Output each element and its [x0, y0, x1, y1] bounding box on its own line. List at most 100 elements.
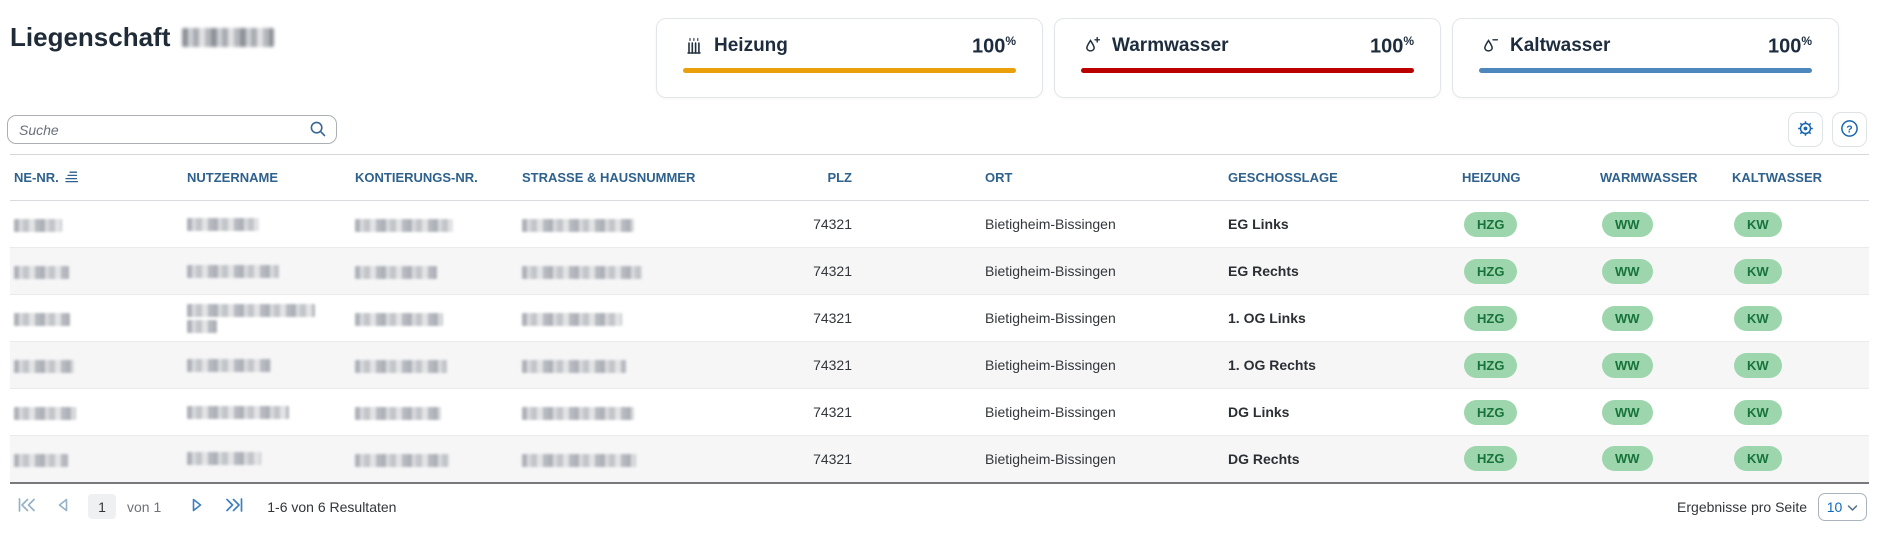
- table-row[interactable]: 74321 Bietigheim-Bissingen 1. OG Links H…: [10, 295, 1869, 342]
- card-label: Kaltwasser: [1510, 35, 1611, 57]
- column-header-ne-nr[interactable]: NE-NR.: [10, 154, 175, 201]
- column-header-plz[interactable]: PLZ: [726, 154, 985, 201]
- kaltwasser-cell: KW: [1732, 389, 1869, 436]
- column-header-geschosslage[interactable]: GESCHOSSLAGE: [1228, 154, 1462, 201]
- page-title: Liegenschaft: [10, 22, 275, 53]
- table-row[interactable]: 74321 Bietigheim-Bissingen DG Links HZG …: [10, 389, 1869, 436]
- ne-nr-cell-redacted: [10, 248, 175, 295]
- help-icon: ?: [1839, 118, 1860, 142]
- heizung-cell: HZG: [1462, 248, 1600, 295]
- table-row[interactable]: 74321 Bietigheim-Bissingen 1. OG Rechts …: [10, 341, 1869, 389]
- property-number-redacted: [182, 28, 275, 47]
- kaltwasser-status-badge: KW: [1734, 305, 1782, 331]
- help-button[interactable]: ?: [1832, 112, 1867, 147]
- heizung-status-badge: HZG: [1464, 305, 1518, 331]
- svg-text:?: ?: [1846, 123, 1852, 135]
- units-table: NE-NR. NUTZERNAME KONTIERUNGS-NR. STRASS…: [10, 154, 1869, 484]
- droplet-minus-icon: [1479, 35, 1501, 57]
- previous-page-icon: [56, 497, 70, 516]
- ort-cell: Bietigheim-Bissingen: [985, 263, 1116, 279]
- card-label: Warmwasser: [1112, 35, 1229, 57]
- column-header-warmwasser[interactable]: WARMWASSER: [1600, 154, 1732, 201]
- nutzername-cell-redacted: [175, 295, 343, 342]
- warmwasser-cell: WW: [1600, 342, 1732, 389]
- kontierungs-nr-cell-redacted: [343, 295, 510, 342]
- settings-button[interactable]: [1788, 112, 1823, 147]
- table-row[interactable]: 74321 Bietigheim-Bissingen EG Rechts HZG…: [10, 247, 1869, 295]
- plz-cell: 74321: [813, 263, 852, 279]
- ne-nr-cell-redacted: [10, 436, 175, 483]
- heizung-status-badge: HZG: [1464, 352, 1518, 378]
- table-header-row: NE-NR. NUTZERNAME KONTIERUNGS-NR. STRASS…: [10, 154, 1869, 201]
- heizung-cell: HZG: [1462, 436, 1600, 483]
- heizung-status-badge: HZG: [1464, 258, 1518, 284]
- pagination-bar: von 1 1-6 von 6 Resultaten Ergebnisse pr…: [0, 484, 1879, 530]
- column-header-heizung[interactable]: HEIZUNG: [1462, 154, 1600, 201]
- ne-nr-cell-redacted: [10, 295, 175, 342]
- plz-cell: 74321: [813, 216, 852, 232]
- warmwasser-cell: WW: [1600, 389, 1732, 436]
- column-label: NE-NR.: [14, 169, 59, 185]
- warmwasser-cell: WW: [1600, 248, 1732, 295]
- geschosslage-cell: 1. OG Rechts: [1228, 357, 1316, 373]
- top-bar: Liegenschaft Heizung 100%: [0, 0, 1879, 98]
- kaltwasser-status-badge: KW: [1734, 446, 1782, 472]
- warmwasser-status-badge: WW: [1602, 211, 1653, 237]
- search-input[interactable]: [7, 115, 337, 144]
- column-header-nutzername[interactable]: NUTZERNAME: [175, 154, 343, 201]
- card-progress-bar: [1479, 67, 1812, 73]
- first-page-button[interactable]: [14, 497, 38, 517]
- card-progress-bar: [1081, 67, 1414, 73]
- last-page-button[interactable]: [222, 497, 246, 517]
- geschosslage-cell: EG Rechts: [1228, 263, 1299, 279]
- ne-nr-cell-redacted: [10, 342, 175, 389]
- previous-page-button[interactable]: [51, 497, 75, 517]
- nutzername-cell-redacted: [175, 248, 343, 295]
- kaltwasser-cell: KW: [1732, 201, 1869, 248]
- kaltwasser-status-badge: KW: [1734, 258, 1782, 284]
- warmwasser-status-badge: WW: [1602, 399, 1653, 425]
- kontierungs-nr-cell-redacted: [343, 201, 510, 248]
- search-icon[interactable]: [307, 119, 329, 141]
- warmwasser-status-badge: WW: [1602, 352, 1653, 378]
- nutzername-cell-redacted: [175, 436, 343, 483]
- nutzername-cell-redacted: [175, 201, 343, 248]
- table-row[interactable]: 74321 Bietigheim-Bissingen EG Links HZG …: [10, 201, 1869, 248]
- next-page-icon: [190, 497, 204, 516]
- kaltwasser-status-badge: KW: [1734, 211, 1782, 237]
- plz-cell: 74321: [813, 310, 852, 326]
- warmwasser-cell: WW: [1600, 295, 1732, 342]
- page-count-label: von 1: [127, 498, 162, 515]
- table-toolbar: ?: [7, 112, 1867, 147]
- heizung-status-badge: HZG: [1464, 446, 1518, 472]
- column-header-strasse[interactable]: STRASSE & HAUSNUMMER: [510, 154, 726, 201]
- column-header-ort[interactable]: ORT: [985, 154, 1228, 201]
- card-value: 100%: [1767, 34, 1812, 58]
- kaltwasser-cell: KW: [1732, 436, 1869, 483]
- strasse-cell-redacted: [510, 342, 726, 389]
- card-kaltwasser[interactable]: Kaltwasser 100%: [1452, 18, 1839, 98]
- geschosslage-cell: DG Links: [1228, 404, 1290, 420]
- card-heizung[interactable]: Heizung 100%: [656, 18, 1043, 98]
- column-header-kaltwasser[interactable]: KALTWASSER: [1732, 154, 1869, 201]
- table-body: 74321 Bietigheim-Bissingen EG Links HZG …: [10, 201, 1869, 483]
- plz-cell: 74321: [813, 404, 852, 420]
- last-page-icon: [225, 497, 244, 516]
- kaltwasser-status-badge: KW: [1734, 352, 1782, 378]
- chevron-down-icon: [1847, 499, 1858, 515]
- table-row[interactable]: 74321 Bietigheim-Bissingen DG Rechts HZG…: [10, 435, 1869, 483]
- geschosslage-cell: EG Links: [1228, 216, 1289, 232]
- card-warmwasser[interactable]: Warmwasser 100%: [1054, 18, 1441, 98]
- heizung-status-badge: HZG: [1464, 211, 1518, 237]
- ort-cell: Bietigheim-Bissingen: [985, 216, 1116, 232]
- kaltwasser-status-badge: KW: [1734, 399, 1782, 425]
- card-progress-bar: [683, 67, 1016, 73]
- geschosslage-cell: DG Rechts: [1228, 450, 1300, 467]
- per-page-select[interactable]: 10: [1818, 492, 1867, 521]
- warmwasser-cell: WW: [1600, 436, 1732, 483]
- column-header-kontierungs-nr[interactable]: KONTIERUNGS-NR.: [343, 154, 510, 201]
- sort-ascending-icon: [64, 171, 79, 187]
- per-page-label: Ergebnisse pro Seite: [1677, 498, 1807, 515]
- next-page-button[interactable]: [185, 497, 209, 517]
- current-page-input[interactable]: [88, 494, 116, 519]
